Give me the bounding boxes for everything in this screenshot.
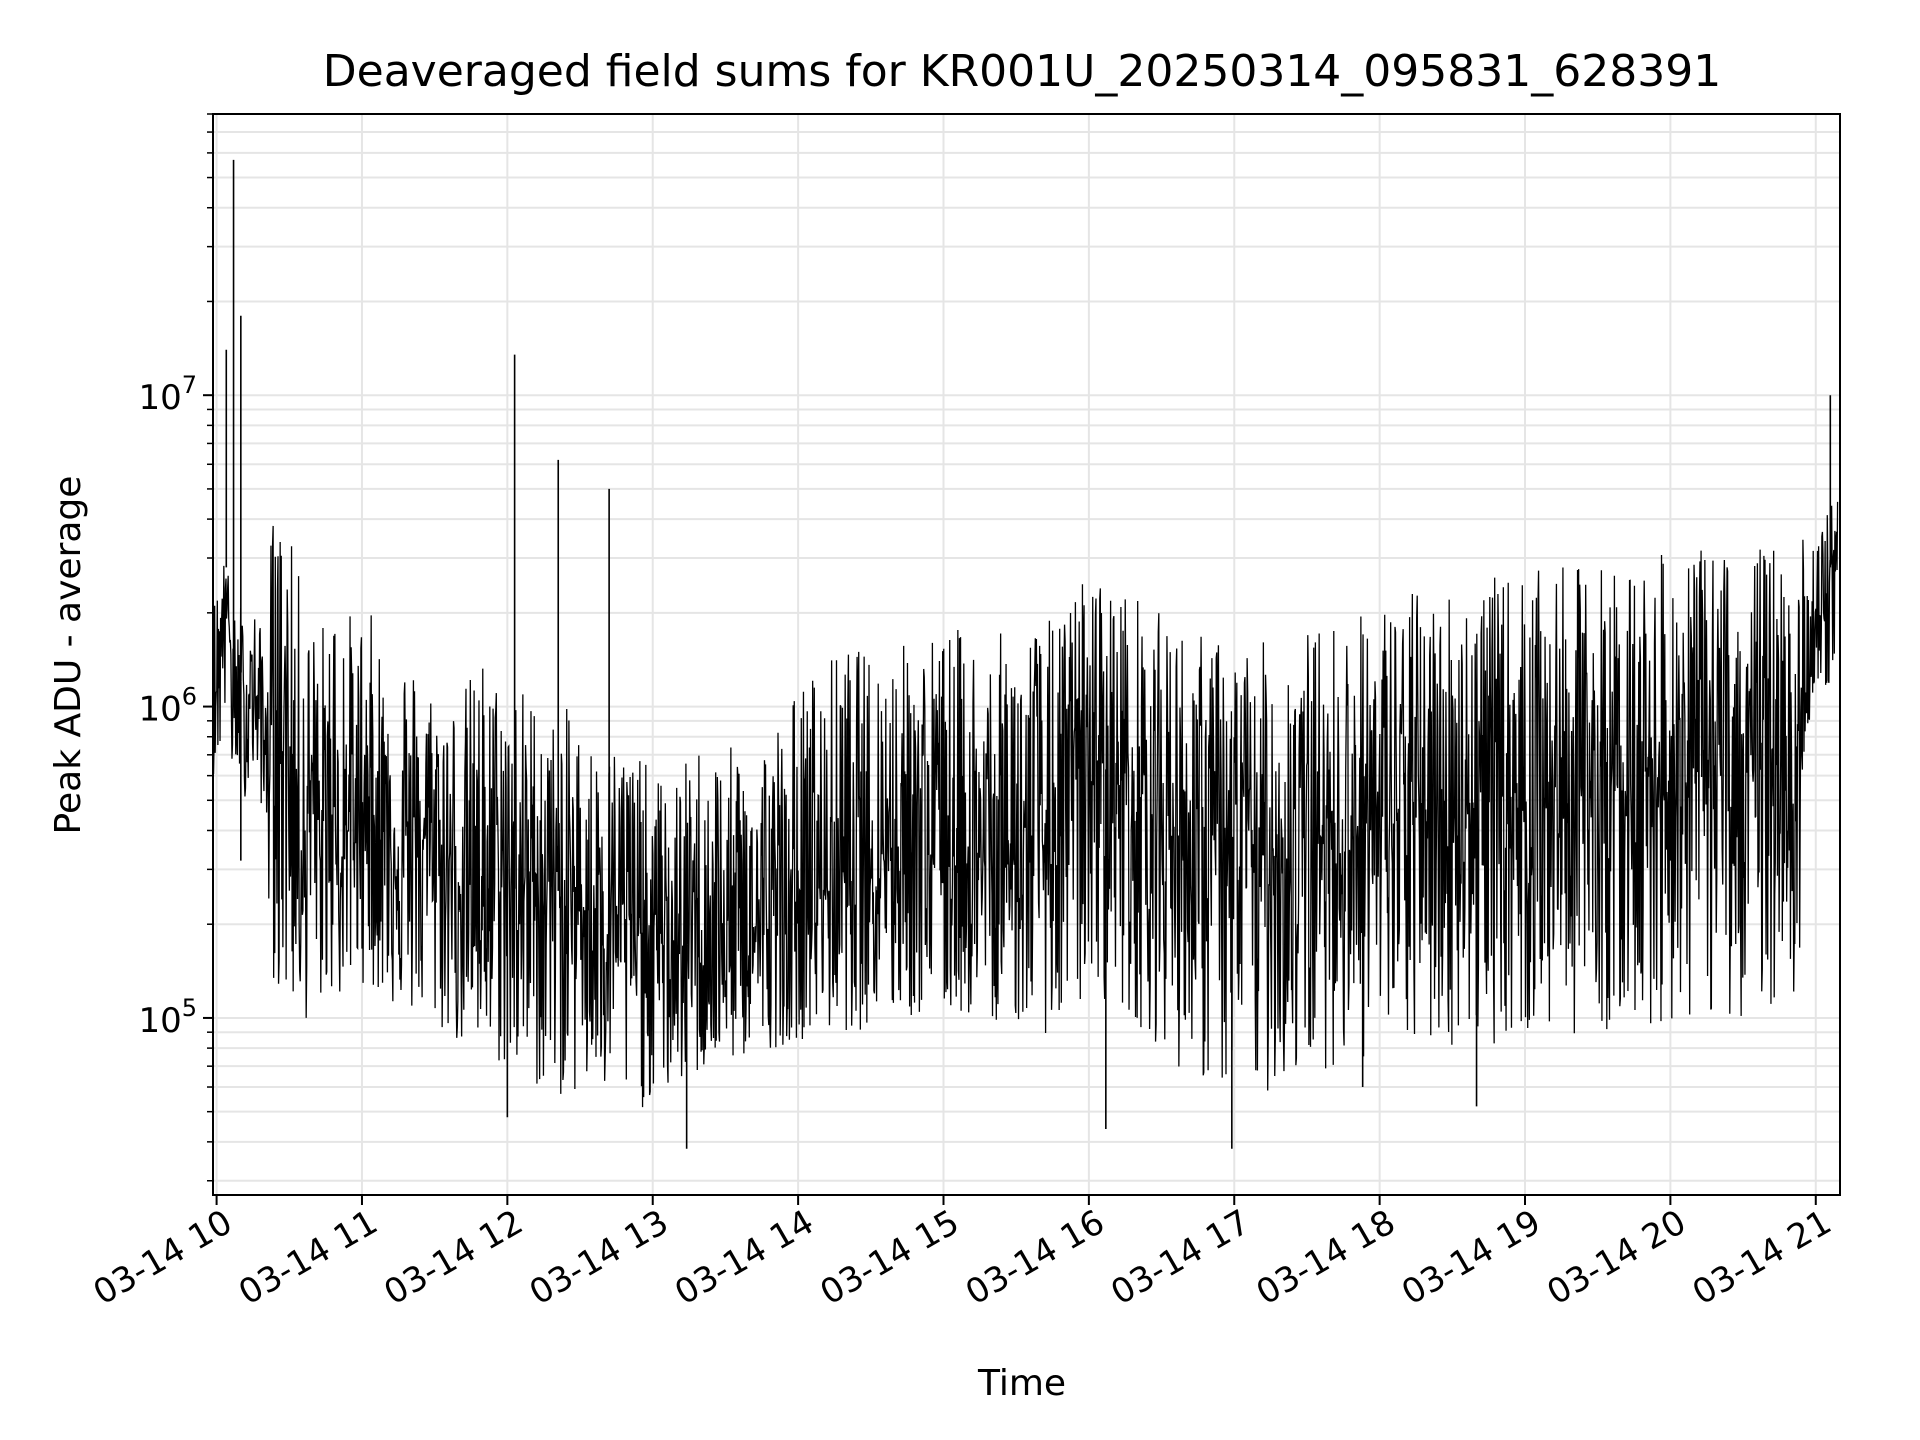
y-tick-label: 107: [138, 371, 197, 418]
axes-frame: [212, 113, 1841, 1196]
series-line: [212, 501, 1839, 1108]
y-tick-label: 105: [138, 994, 197, 1041]
x-axis-label: Time: [977, 1363, 1066, 1404]
y-axis-label: Peak ADU - average: [48, 476, 89, 835]
plot-area: [212, 159, 1839, 1149]
y-tick-label: 106: [138, 683, 197, 730]
chart-title: Deaveraged field sums for KR001U_2025031…: [323, 46, 1721, 97]
